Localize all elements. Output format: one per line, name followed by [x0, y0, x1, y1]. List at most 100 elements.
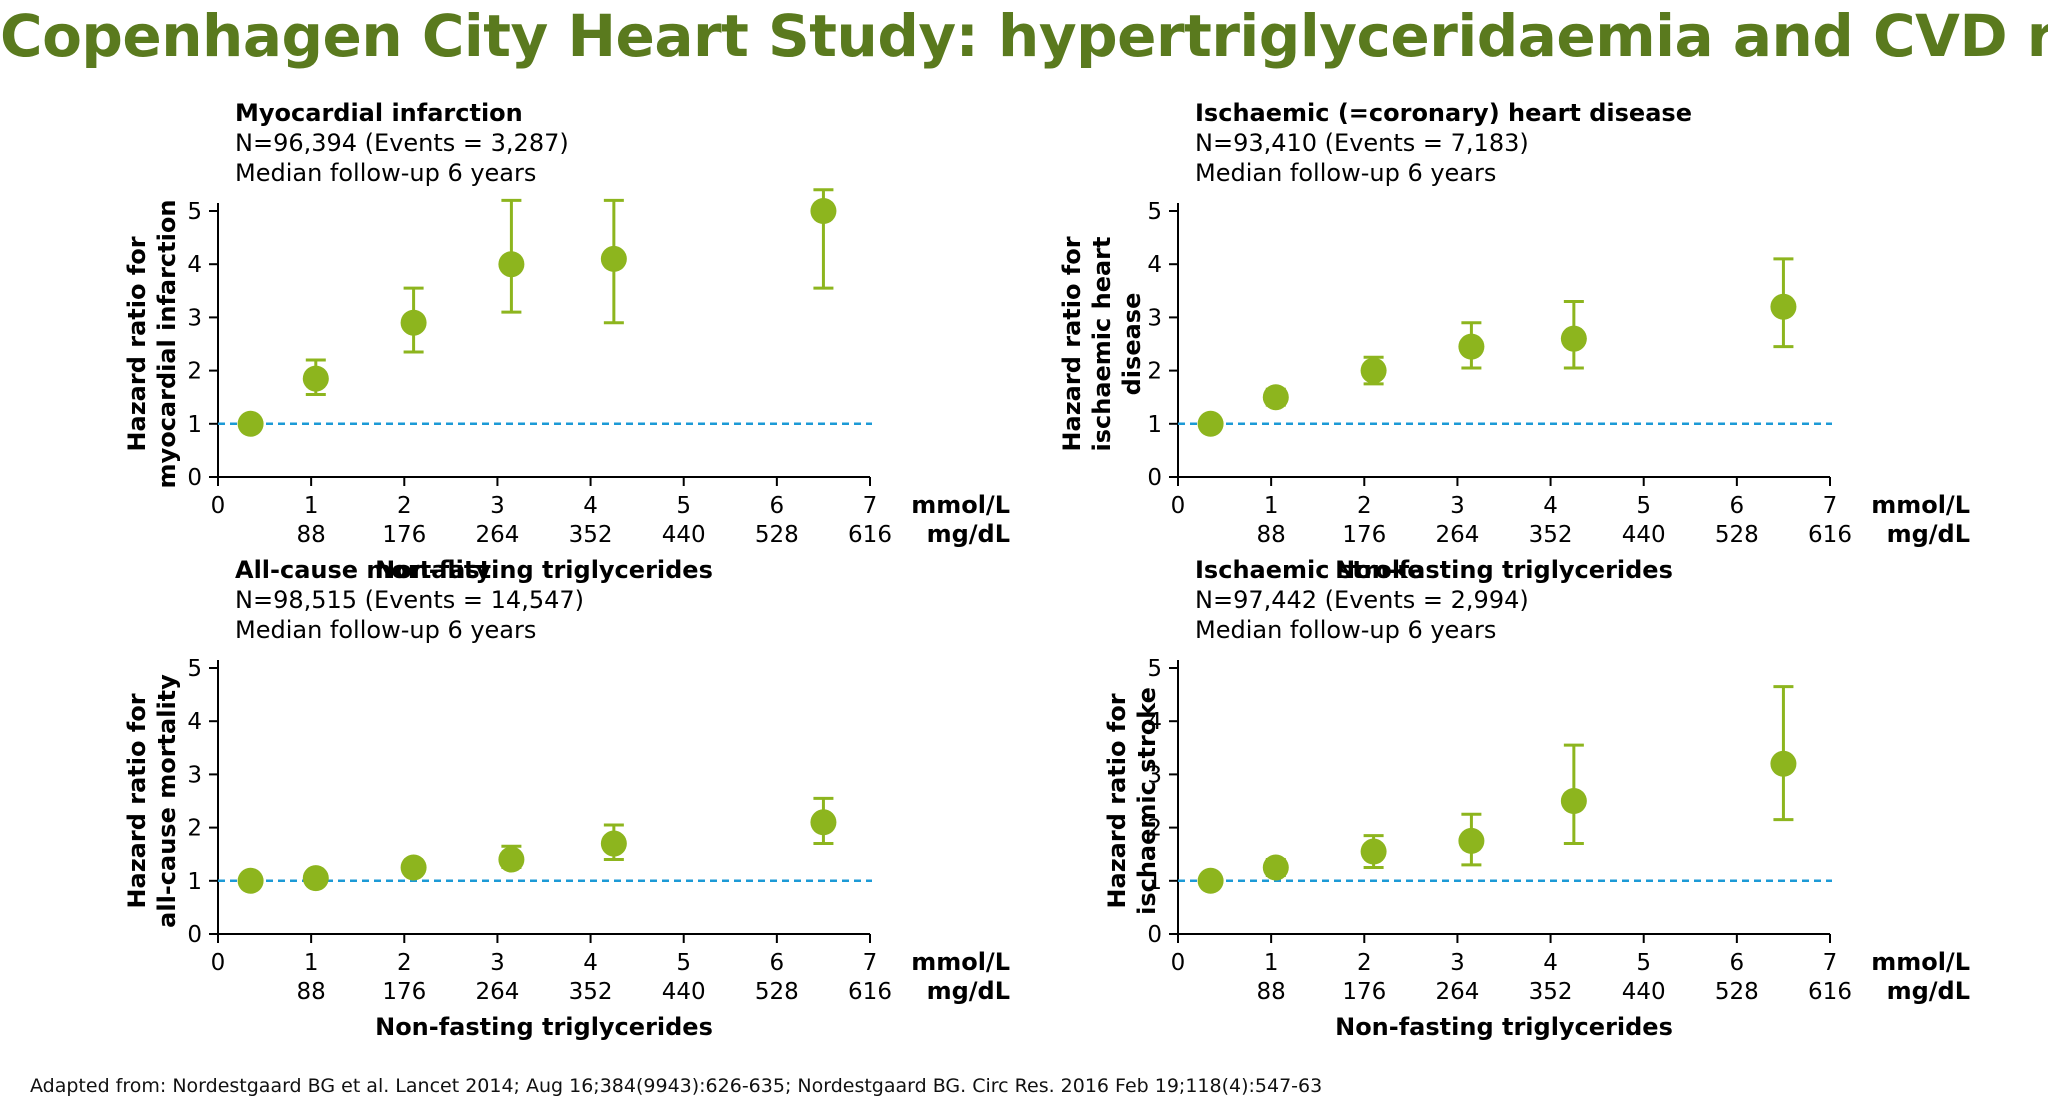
x-tick-label: 7: [1823, 493, 1838, 519]
data-point: [1770, 685, 1797, 822]
x-tick-label: 7: [863, 950, 878, 976]
y-axis-title-line: ischaemic heart: [1088, 237, 1116, 452]
panel-subtitle-line: N=96,394 (Events = 3,287): [235, 129, 569, 157]
data-marker: [1770, 293, 1797, 320]
y-tick-label: 4: [1147, 252, 1162, 278]
data-marker: [600, 830, 627, 857]
x-tick-label: 4: [583, 493, 598, 519]
y-tick-label: 1: [1147, 869, 1162, 895]
x-tick-label-secondary: 176: [1342, 522, 1386, 548]
panel-subtitle-line: Median follow-up 6 years: [1195, 616, 1496, 644]
x-tick-label: 1: [1264, 950, 1279, 976]
y-tick-label: 2: [187, 816, 202, 842]
x-tick-label: 3: [1450, 493, 1465, 519]
data-marker: [1458, 333, 1485, 360]
x-tick-label: 6: [770, 950, 785, 976]
data-point: [1262, 384, 1289, 411]
x-tick-label-secondary: 264: [1435, 979, 1479, 1005]
x-tick-label: 4: [583, 950, 598, 976]
y-tick-label: 5: [187, 199, 202, 225]
y-tick-label: 1: [1147, 412, 1162, 438]
panel-title: Ischaemic (=coronary) heart disease: [1195, 99, 1692, 127]
x-tick-label: 4: [1543, 950, 1558, 976]
x-tick-label: 4: [1543, 493, 1558, 519]
data-marker: [1360, 838, 1387, 865]
y-tick-label: 1: [187, 412, 202, 438]
data-point: [810, 796, 837, 846]
x-tick-label: 2: [397, 493, 412, 519]
x-tick-label-secondary: 616: [1808, 522, 1852, 548]
data-marker: [1560, 788, 1587, 814]
data-marker: [1458, 827, 1485, 854]
y-tick-label: 4: [187, 252, 202, 278]
x-tick-label-secondary: 616: [848, 979, 892, 1005]
x-tick-label: 6: [1730, 493, 1745, 519]
data-marker: [1197, 867, 1224, 894]
data-point: [1458, 321, 1485, 370]
x-tick-label-secondary: 352: [1529, 522, 1573, 548]
data-marker: [1560, 325, 1587, 352]
y-tick-label: 3: [1147, 762, 1162, 788]
y-tick-label: 5: [1147, 656, 1162, 682]
x-axis-title: Non-fasting triglycerides: [1335, 1013, 1673, 1041]
y-tick-label: 3: [1147, 305, 1162, 331]
data-point: [498, 844, 525, 873]
chart-panel-2: 0 1 2 3 4 5 0 1 88 2 176 3 264 4 352 5 440 6 528 7 616 mmol/L…: [1058, 99, 1970, 584]
x-tick-label-secondary: 352: [569, 522, 613, 548]
x-tick-label: 6: [1730, 950, 1745, 976]
y-axis-title-line: Hazard ratio for: [123, 693, 151, 908]
x-tick-label-secondary: 616: [848, 522, 892, 548]
data-marker: [237, 410, 264, 437]
data-marker: [498, 251, 525, 278]
x-tick-label-secondary: 440: [662, 522, 706, 548]
data-point: [1770, 257, 1797, 349]
x-tick-label: 3: [490, 493, 505, 519]
x-tick-label-secondary: 88: [1257, 522, 1286, 548]
data-marker: [1262, 384, 1289, 411]
data-point: [1360, 834, 1387, 869]
x-tick-label-secondary: 528: [1715, 522, 1759, 548]
x-axis-title: Non-fasting triglycerides: [375, 556, 713, 584]
data-marker: [1770, 750, 1797, 777]
data-marker: [1262, 854, 1289, 881]
x-tick-label-secondary: 176: [382, 979, 426, 1005]
y-tick-label: 2: [187, 359, 202, 385]
panel-subtitle-line: N=97,442 (Events = 2,994): [1195, 586, 1529, 614]
data-point: [1197, 410, 1224, 437]
x-tick-label: 0: [211, 493, 226, 519]
x-tick-label: 2: [397, 950, 412, 976]
chart-panel-3: 0 1 2 3 4 5 0 1 88 2 176 3 264 4 352 5 440 6 528 7 616 mmol/L…: [123, 556, 1010, 1041]
x-unit-secondary: mg/dL: [927, 977, 1010, 1005]
x-tick-label: 2: [1357, 950, 1372, 976]
x-tick-label-secondary: 528: [755, 979, 799, 1005]
data-point: [237, 410, 264, 437]
panel-title: All-cause mortality: [235, 556, 491, 584]
data-marker: [400, 309, 427, 336]
x-unit-primary: mmol/L: [1871, 948, 1970, 976]
data-marker: [600, 245, 627, 272]
panel-subtitle-line: Median follow-up 6 years: [235, 616, 536, 644]
data-point: [302, 358, 329, 397]
x-unit-primary: mmol/L: [911, 948, 1010, 976]
data-marker: [810, 198, 837, 224]
x-tick-label-secondary: 440: [662, 979, 706, 1005]
x-tick-label-secondary: 352: [569, 979, 613, 1005]
panel-subtitle-line: Median follow-up 6 years: [1195, 159, 1496, 187]
data-marker: [302, 365, 329, 392]
panel-subtitle-line: N=98,515 (Events = 14,547): [235, 586, 584, 614]
chart-panel-4: 0 1 2 3 4 5 0 1 88 2 176 3 264 4 352 5 440 6 528 7 616 mmol/L…: [1103, 556, 1970, 1041]
data-marker: [1197, 410, 1224, 437]
x-tick-label-secondary: 440: [1622, 979, 1666, 1005]
data-marker: [237, 867, 264, 894]
y-axis-title-line: Hazard ratio for: [1058, 236, 1086, 451]
x-tick-label: 1: [304, 493, 319, 519]
data-point: [1560, 299, 1587, 370]
data-point: [810, 188, 837, 290]
panel-subtitle-line: N=93,410 (Events = 7,183): [1195, 129, 1529, 157]
x-tick-label-secondary: 528: [755, 522, 799, 548]
y-tick-label: 1: [187, 869, 202, 895]
x-tick-label-secondary: 352: [1529, 979, 1573, 1005]
data-point: [237, 867, 264, 894]
data-point: [1360, 355, 1387, 386]
x-unit-secondary: mg/dL: [1887, 977, 1970, 1005]
